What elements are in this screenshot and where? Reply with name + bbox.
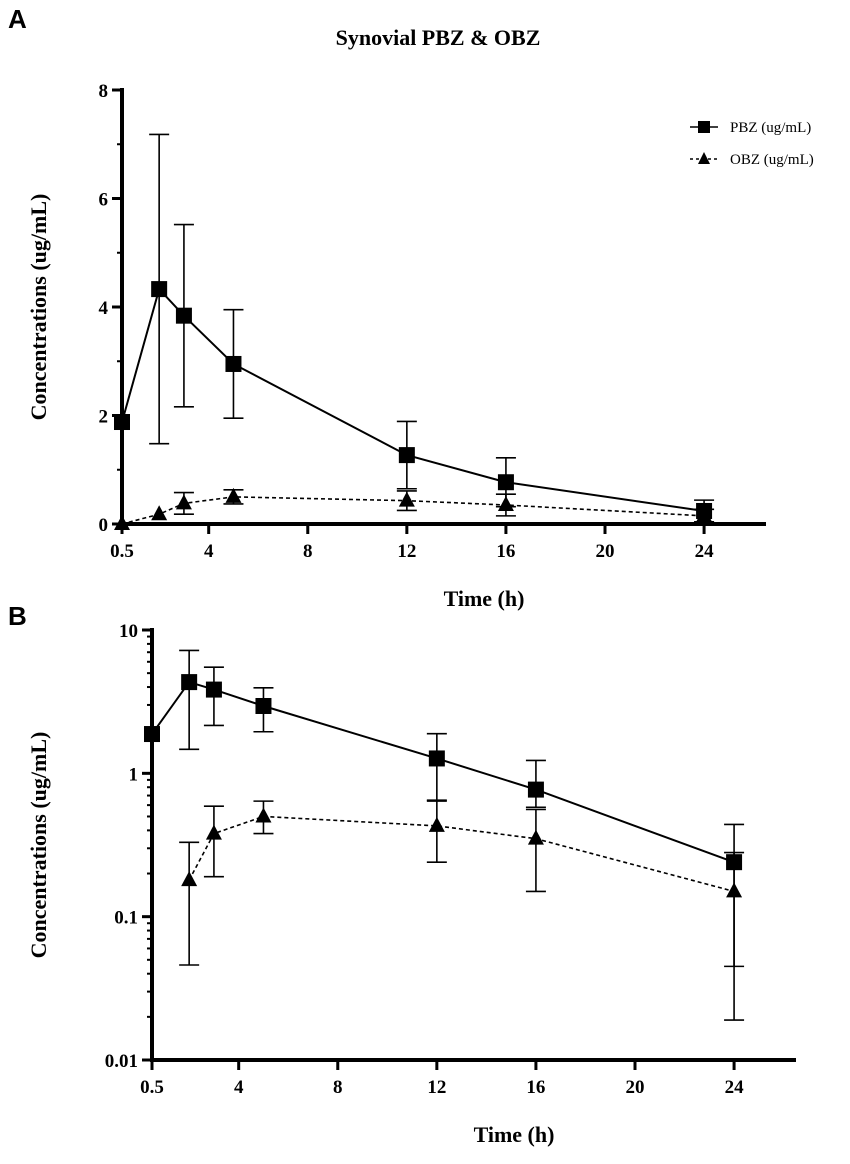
y-tick-label: 0.01 — [105, 1051, 138, 1072]
obz-data-point — [175, 494, 192, 510]
legend-label: PBZ (ug/mL) — [730, 120, 811, 136]
obz-series-line — [188, 815, 735, 893]
obz-data-point — [398, 491, 415, 507]
obz-data-point — [225, 487, 242, 503]
panel-a-letter: A — [8, 4, 27, 34]
panel-b-chart: 0.01 0.1 1 10 0.5 4 8 12 16 20 24 Time (h) Concentra… — [26, 621, 796, 1147]
y-tick-label: 2 — [99, 407, 109, 428]
pbz-data-point — [175, 307, 192, 324]
y-tick-label: 8 — [99, 81, 109, 102]
y-tick-label: 6 — [99, 190, 109, 211]
x-axis-label: Time (h) — [474, 1122, 555, 1147]
pbz-data-point — [255, 697, 272, 714]
panel-b-letter: B — [8, 601, 27, 631]
y-axis-label: Concentrations (ug/mL) — [26, 194, 51, 421]
obz-data-point — [696, 506, 713, 522]
y-tick-label: 1 — [129, 764, 139, 785]
pbz-data-point — [225, 355, 242, 372]
x-tick-label: 12 — [427, 1077, 446, 1098]
x-tick-label: 4 — [234, 1077, 244, 1098]
obz-data-point — [527, 829, 544, 845]
pbz-data-point — [428, 750, 445, 767]
x-tick-label: 20 — [626, 1077, 645, 1098]
pbz-series-line — [151, 680, 735, 864]
y-axis-label: Concentrations (ug/mL) — [26, 732, 51, 959]
pbz-data-point — [205, 681, 222, 698]
obz-data-point — [428, 816, 445, 832]
x-axis-label: Time (h) — [444, 586, 525, 611]
obz-data-point — [726, 882, 743, 898]
x-tick-label: 8 — [303, 541, 313, 562]
obz-data-point — [151, 505, 168, 521]
obz-data-point — [181, 871, 198, 887]
pbz-data-point — [151, 281, 168, 298]
y-tick-label: 0.1 — [114, 908, 138, 929]
y-tick-label: 0 — [99, 515, 109, 536]
pbz-series-line — [121, 287, 705, 512]
pbz-data-point — [398, 447, 415, 464]
legend-triangle-marker — [698, 152, 710, 164]
obz-data-point — [255, 807, 272, 823]
x-tick-label: 24 — [695, 541, 715, 562]
x-tick-label: 0.5 — [110, 541, 134, 562]
x-tick-label: 16 — [526, 1077, 545, 1098]
y-tick-label: 10 — [119, 621, 138, 642]
obz-data-point — [205, 824, 222, 840]
x-tick-label: 24 — [725, 1077, 745, 1098]
legend-label: OBZ (ug/mL) — [730, 152, 814, 168]
y-tick-label: 4 — [99, 298, 109, 319]
x-tick-label: 4 — [204, 541, 214, 562]
pbz-data-point — [114, 414, 130, 431]
x-tick-label: 0.5 — [140, 1077, 164, 1098]
x-tick-label: 16 — [496, 541, 515, 562]
pbz-data-point — [144, 726, 160, 743]
pbz-data-point — [181, 674, 198, 691]
pbz-data-point — [527, 781, 544, 798]
legend-square-marker — [698, 121, 710, 133]
obz-data-point — [497, 496, 514, 512]
obz-data-point — [114, 515, 130, 530]
x-tick-label: 20 — [596, 541, 615, 562]
x-tick-label: 8 — [333, 1077, 343, 1098]
x-tick-label: 12 — [397, 541, 416, 562]
chart-title: Synovial PBZ & OBZ — [336, 25, 541, 50]
pbz-data-point — [497, 474, 514, 491]
